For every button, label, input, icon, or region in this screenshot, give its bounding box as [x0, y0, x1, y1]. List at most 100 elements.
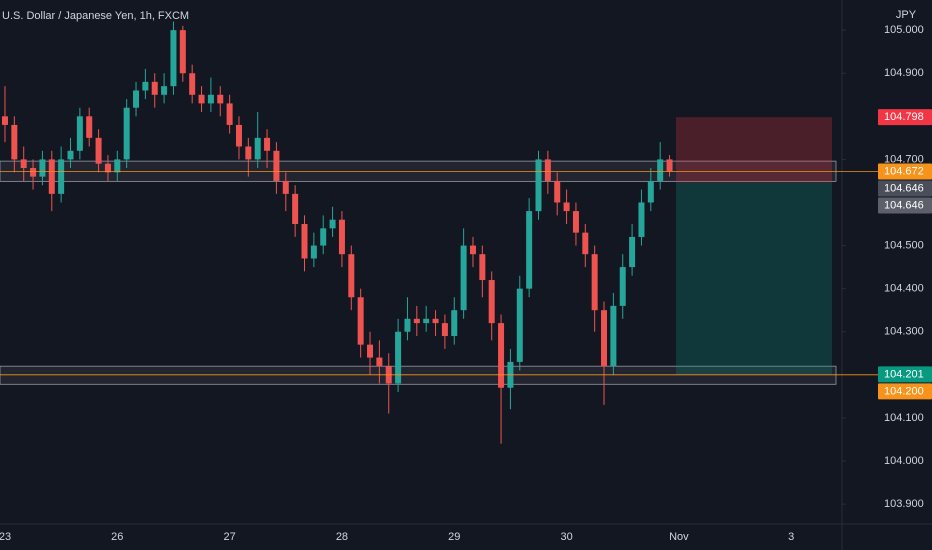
candle-body — [516, 288, 523, 362]
candle-body — [404, 318, 411, 332]
candle-body — [535, 159, 542, 212]
price-label: 104.201 — [884, 368, 924, 380]
price-label-box — [878, 109, 932, 126]
candle-body — [189, 73, 196, 95]
candle-body — [226, 103, 233, 125]
candle-body — [123, 107, 130, 160]
x-tick-label: Nov — [669, 531, 689, 543]
candle-body — [572, 211, 579, 233]
candle-body — [563, 202, 570, 212]
x-tick-label: 30 — [560, 531, 572, 543]
price-label: 104.646 — [884, 182, 924, 194]
candle-body — [207, 94, 214, 104]
candle-body — [367, 344, 374, 358]
position-stop-zone — [676, 117, 832, 183]
candle-body — [58, 159, 65, 194]
y-axis-label: JPY — [896, 9, 917, 21]
candle-body — [441, 323, 448, 337]
price-label: 104.672 — [884, 165, 924, 177]
y-tick-label: 104.100 — [884, 412, 924, 424]
candle-body — [179, 30, 186, 74]
candle-body — [142, 81, 149, 91]
y-tick-label: 104.900 — [884, 67, 924, 79]
candle-body — [329, 219, 336, 229]
zone — [0, 365, 837, 385]
candle-body — [610, 305, 617, 367]
candle-body — [395, 331, 402, 384]
chart-title: U.S. Dollar / Japanese Yen, 1h, FXCM — [2, 10, 189, 22]
candle-body — [591, 254, 598, 311]
candle-body — [11, 124, 18, 160]
price-label-box — [878, 366, 932, 383]
candle-body — [338, 219, 345, 255]
candle-body — [217, 94, 224, 104]
candle-body — [647, 180, 654, 203]
candle-body — [469, 245, 476, 255]
price-label-box — [878, 383, 932, 400]
candle-body — [48, 159, 55, 194]
candle-body — [282, 180, 289, 194]
candle-body — [432, 318, 439, 324]
candle-body — [376, 357, 383, 367]
candle-body — [619, 267, 626, 306]
candle-body — [423, 318, 430, 324]
candle-body — [488, 280, 495, 324]
candle-body — [67, 150, 74, 160]
candle-body — [348, 254, 355, 298]
candle-body — [273, 150, 280, 181]
y-tick-label: 104.700 — [884, 153, 924, 165]
candle-body — [39, 159, 46, 177]
candle-body — [498, 323, 505, 388]
candle-body — [86, 116, 93, 138]
candle-body — [264, 137, 271, 151]
candle-body — [151, 81, 158, 95]
candle-body — [629, 236, 636, 268]
price-label-box — [878, 163, 932, 180]
candle-body — [170, 30, 177, 87]
price-label: 104.798 — [884, 111, 924, 123]
candle-body — [451, 310, 458, 337]
candle-body — [638, 202, 645, 237]
candle-body — [245, 146, 252, 160]
candle-body — [198, 94, 205, 104]
candle-body — [460, 245, 467, 311]
candle-body — [666, 159, 673, 172]
price-label-box — [878, 197, 932, 214]
y-tick-label: 103.900 — [884, 498, 924, 510]
candle-body — [582, 232, 589, 255]
candle-body — [554, 180, 561, 203]
candle-body — [601, 310, 608, 367]
candle-body — [133, 90, 140, 108]
candle-body — [320, 228, 327, 246]
y-tick-label: 104.400 — [884, 283, 924, 295]
price-label: 104.646 — [884, 199, 924, 211]
candle-body — [526, 211, 533, 289]
candle-body — [657, 159, 664, 181]
x-tick-label: 3 — [788, 531, 794, 543]
candle-body — [1, 116, 8, 125]
candle-body — [30, 168, 37, 177]
candle-body — [301, 224, 308, 259]
candle-body — [235, 124, 242, 147]
candle-body — [95, 137, 102, 164]
y-tick-label: 104.300 — [884, 326, 924, 338]
y-tick-label: 104.000 — [884, 455, 924, 467]
candle-body — [161, 86, 168, 95]
y-tick-label: 104.500 — [884, 239, 924, 251]
x-tick-label: 27 — [223, 531, 235, 543]
candle-body — [20, 159, 27, 169]
x-tick-label: 29 — [448, 531, 460, 543]
position-target-zone — [676, 182, 832, 375]
price-label-box — [878, 180, 932, 197]
x-tick-label: 26 — [111, 531, 123, 543]
candle-body — [292, 193, 299, 225]
candle-body — [114, 159, 121, 173]
candle-body — [104, 163, 111, 173]
price-label: 104.200 — [884, 385, 924, 397]
candle-body — [76, 116, 83, 151]
x-tick-label: 23 — [0, 531, 11, 543]
candle-body — [310, 245, 317, 259]
candle-body — [357, 297, 364, 345]
x-tick-label: 28 — [336, 531, 348, 543]
